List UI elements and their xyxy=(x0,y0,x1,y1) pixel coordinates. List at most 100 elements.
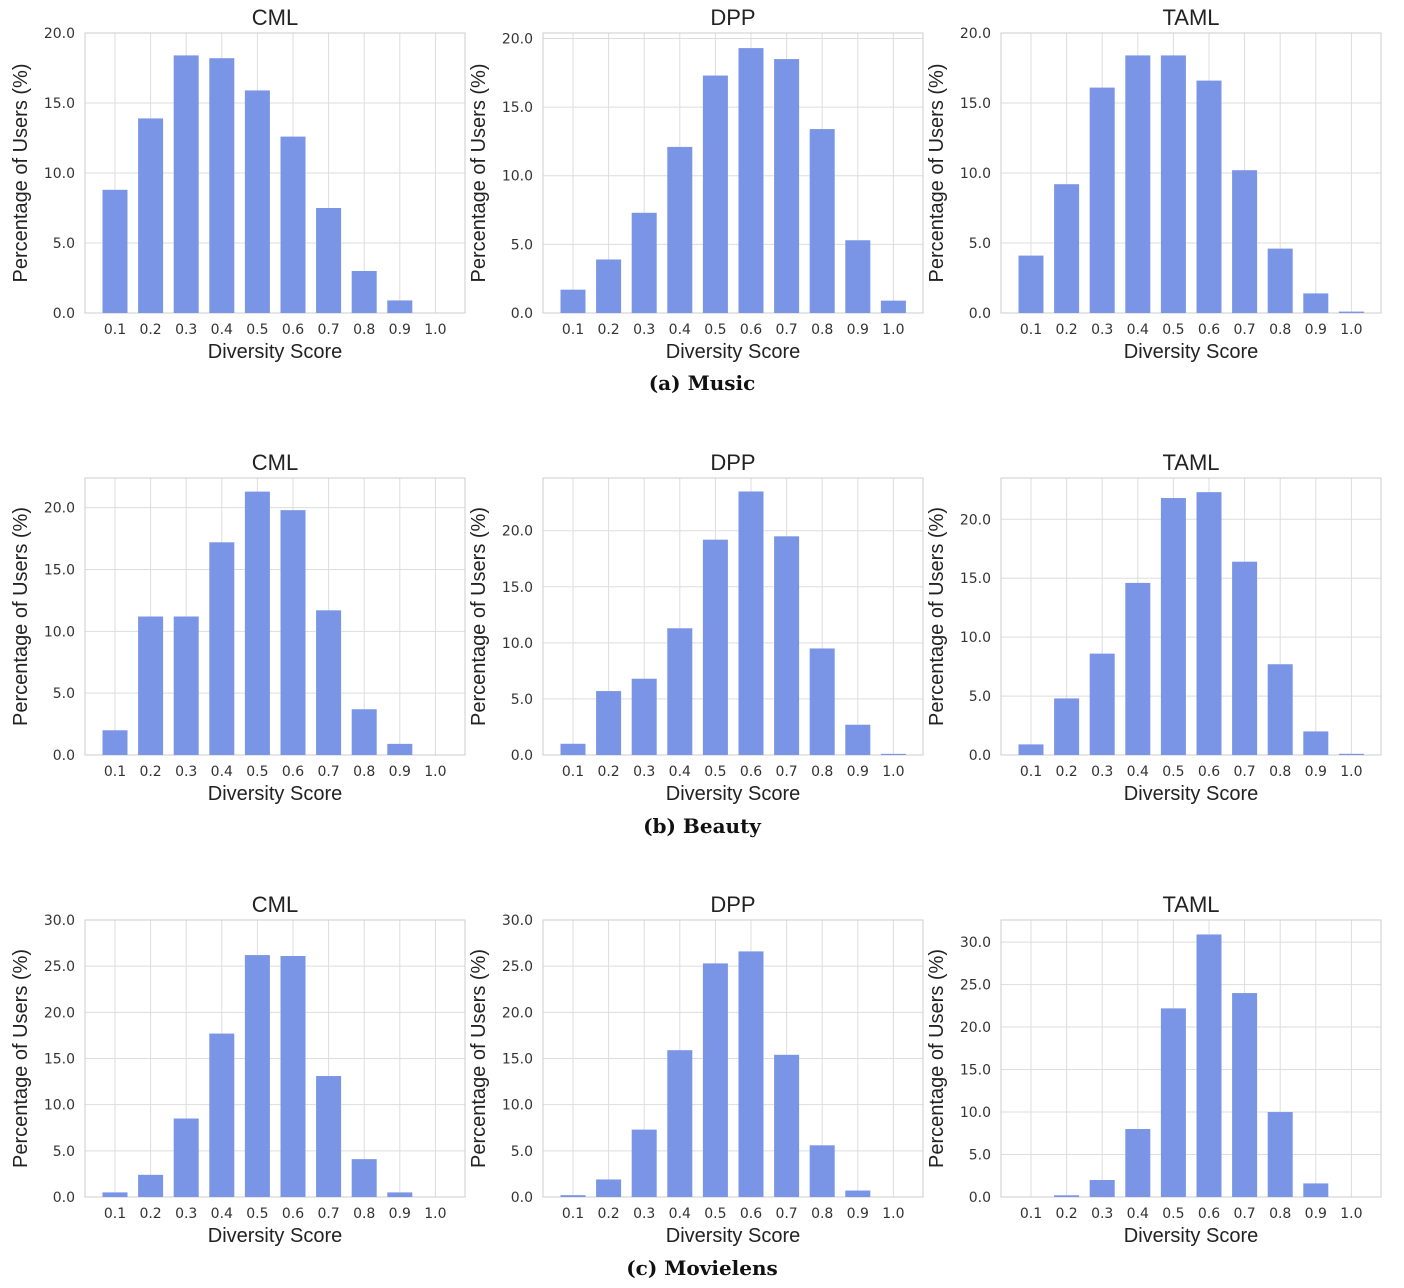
y-axis-label: Percentage of Users (%) xyxy=(926,507,948,726)
y-tick-label: 5.0 xyxy=(53,686,75,702)
x-tick-label: 0.5 xyxy=(1162,1206,1184,1222)
y-tick-label: 15.0 xyxy=(44,1052,75,1068)
bar xyxy=(1232,170,1258,313)
y-tick-label: 20.0 xyxy=(502,31,533,47)
bar xyxy=(1196,80,1222,313)
subplot-dpp: 0.0 5.0 10.0 15.0 20.0 25.0 30.0 0.1 0.2 0.3 0.4 0.… xyxy=(468,892,924,1247)
y-tick-label: 5.0 xyxy=(53,1144,75,1160)
bar xyxy=(351,271,377,313)
x-tick-label: 0.9 xyxy=(847,1206,869,1222)
x-tick-label: 0.5 xyxy=(1162,764,1184,780)
x-tick-label: 1.0 xyxy=(1340,322,1362,338)
bar xyxy=(1089,87,1115,313)
y-tick-label: 5.0 xyxy=(969,236,991,252)
bar xyxy=(845,240,871,313)
y-tick-label: 30.0 xyxy=(960,935,991,951)
bar xyxy=(631,212,657,313)
bar xyxy=(138,1174,164,1197)
bar xyxy=(845,724,871,755)
plot-frame xyxy=(542,32,924,314)
bar xyxy=(1160,55,1186,314)
x-tick-label: 0.5 xyxy=(246,1206,268,1222)
y-tick-label: 0.0 xyxy=(53,1190,75,1206)
bar xyxy=(560,743,586,755)
bar xyxy=(880,300,906,313)
bar xyxy=(1303,293,1329,313)
bar xyxy=(209,1033,235,1197)
y-tick-label: 10.0 xyxy=(502,1098,533,1114)
x-tick-label: 0.6 xyxy=(740,764,762,780)
bar xyxy=(880,753,906,755)
x-tick-label: 0.3 xyxy=(633,1206,655,1222)
y-tick-label: 5.0 xyxy=(511,237,533,253)
y-tick-label: 15.0 xyxy=(502,1052,533,1068)
chart-title: CML xyxy=(252,5,298,30)
x-tick-label: 0.8 xyxy=(811,1206,833,1222)
bar xyxy=(560,1195,586,1197)
x-tick-label: 0.6 xyxy=(1198,1206,1220,1222)
bar xyxy=(138,616,164,755)
bar xyxy=(1196,934,1222,1197)
x-tick-label: 0.4 xyxy=(1127,322,1149,338)
plot-frame xyxy=(84,477,466,756)
bar xyxy=(173,1118,199,1197)
x-tick-label: 0.4 xyxy=(669,764,691,780)
y-tick-label: 25.0 xyxy=(502,959,533,975)
x-tick-label: 0.1 xyxy=(1020,322,1042,338)
bar xyxy=(173,55,199,314)
x-tick-label: 1.0 xyxy=(424,322,446,338)
bar xyxy=(738,48,764,314)
bar xyxy=(702,963,728,1197)
x-tick-label: 0.7 xyxy=(317,322,339,338)
x-tick-label: 0.7 xyxy=(775,1206,797,1222)
x-tick-label: 0.1 xyxy=(1020,1206,1042,1222)
y-axis-label: Percentage of Users (%) xyxy=(10,507,32,726)
y-tick-label: 20.0 xyxy=(960,1020,991,1036)
bar xyxy=(1267,248,1293,313)
bar xyxy=(280,510,306,755)
x-tick-label: 0.7 xyxy=(317,764,339,780)
x-tick-label: 0.7 xyxy=(775,322,797,338)
y-tick-label: 20.0 xyxy=(960,512,991,528)
bar xyxy=(631,1129,657,1197)
y-tick-label: 0.0 xyxy=(53,306,75,322)
subplot-cml: 0.0 5.0 10.0 15.0 20.0 0.1 0.2 0.3 0.4 0.5 0.6 0.7 0… xyxy=(10,450,466,805)
bar xyxy=(280,956,306,1197)
subfigure-caption: (b) Beauty xyxy=(643,814,762,838)
x-tick-label: 0.9 xyxy=(847,764,869,780)
bar xyxy=(774,1054,800,1197)
y-tick-label: 20.0 xyxy=(44,501,75,517)
y-tick-label: 5.0 xyxy=(969,1148,991,1164)
x-tick-label: 0.5 xyxy=(1162,322,1184,338)
x-tick-label: 0.2 xyxy=(1055,764,1077,780)
bar xyxy=(102,1192,128,1197)
x-tick-label: 0.3 xyxy=(633,764,655,780)
bar xyxy=(1018,255,1044,313)
bar xyxy=(667,146,693,313)
bar xyxy=(244,90,270,314)
x-tick-label: 0.7 xyxy=(1233,764,1255,780)
x-tick-label: 1.0 xyxy=(882,1206,904,1222)
x-axis-label: Diversity Score xyxy=(1124,341,1258,363)
subplot-taml: 0.0 5.0 10.0 15.0 20.0 0.1 0.2 0.3 0.4 0.5 0.6 0.7 0… xyxy=(926,450,1382,805)
y-tick-label: 0.0 xyxy=(511,748,533,764)
x-tick-label: 0.8 xyxy=(1269,322,1291,338)
bar xyxy=(138,118,164,314)
x-tick-label: 0.8 xyxy=(353,764,375,780)
y-tick-label: 10.0 xyxy=(502,636,533,652)
y-tick-label: 0.0 xyxy=(511,1190,533,1206)
x-tick-label: 1.0 xyxy=(424,1206,446,1222)
x-tick-label: 0.7 xyxy=(317,1206,339,1222)
x-tick-label: 0.2 xyxy=(1055,322,1077,338)
bar xyxy=(316,1076,342,1197)
y-axis-label: Percentage of Users (%) xyxy=(10,949,32,1168)
plot-frame xyxy=(1000,477,1382,756)
y-tick-label: 10.0 xyxy=(44,624,75,640)
bar xyxy=(1089,653,1115,755)
x-tick-label: 0.2 xyxy=(139,764,161,780)
y-axis-label: Percentage of Users (%) xyxy=(926,64,948,283)
x-tick-label: 0.3 xyxy=(1091,322,1113,338)
y-tick-label: 15.0 xyxy=(502,580,533,596)
bar xyxy=(631,678,657,755)
x-tick-label: 0.6 xyxy=(282,1206,304,1222)
